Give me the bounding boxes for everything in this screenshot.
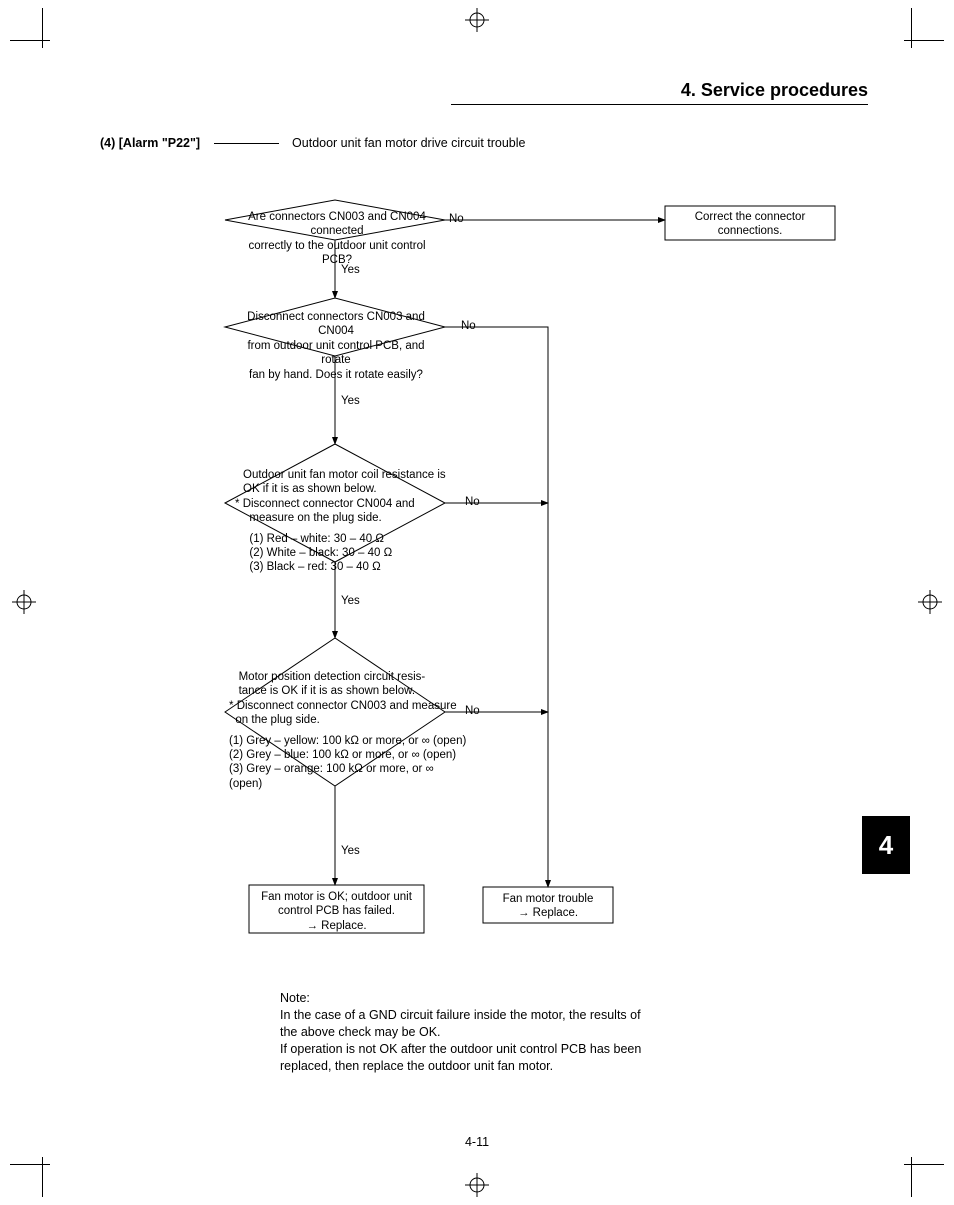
edge-label-yes: Yes: [341, 263, 360, 277]
d4-r: (3) Grey – orange: 100 kΩ or more, or ∞ …: [229, 763, 434, 789]
crop-mark: [911, 1157, 912, 1197]
box-line: connections.: [718, 225, 783, 237]
d4-star: *: [229, 700, 233, 712]
d4-line: Motor position detection circuit resis-: [239, 671, 426, 683]
crop-mark: [10, 40, 50, 41]
note-line: If operation is not OK after the outdoor…: [280, 1042, 641, 1073]
page-number: 4-11: [0, 1135, 954, 1149]
crop-mark: [42, 8, 43, 48]
d4-r: (1) Grey – yellow: 100 kΩ or more, or ∞ …: [229, 735, 466, 747]
edge-label-yes: Yes: [341, 394, 360, 408]
d3-line: measure on the plug side.: [249, 512, 381, 524]
box-correct: Correct the connector connections.: [665, 210, 835, 239]
box-line: Fan motor is OK; outdoor unit: [261, 891, 412, 903]
alarm-divider: [214, 143, 279, 144]
register-mark-icon: [918, 590, 942, 614]
page-tab: 4: [862, 816, 910, 874]
page: 4. Service procedures (4) [Alarm "P22"] …: [0, 0, 954, 1205]
crop-mark: [904, 1164, 944, 1165]
d3-star: *: [235, 498, 239, 510]
box-ok: Fan motor is OK; outdoor unit control PC…: [249, 890, 424, 933]
d4-line: Disconnect connector CN003 and measure: [237, 700, 457, 712]
box-line: Correct the connector: [695, 211, 806, 223]
d2-line: Disconnect connectors CN003 and CN004: [247, 311, 425, 337]
d3-r: (2) White – black: 30 – 40 Ω: [249, 547, 392, 559]
d3-line: Outdoor unit fan motor coil resistance i…: [243, 469, 446, 481]
d4-line: on the plug side.: [235, 714, 319, 726]
edge-label-yes: Yes: [341, 594, 360, 608]
register-mark-icon: [465, 8, 489, 32]
d1-line: correctly to the outdoor unit control PC…: [248, 240, 425, 266]
alarm-desc: Outdoor unit fan motor drive circuit tro…: [292, 136, 525, 150]
crop-mark: [904, 40, 944, 41]
flowchart: Are connectors CN003 and CN004 connected…: [205, 190, 845, 950]
d4-line: tance is OK if it is as shown below.: [239, 685, 415, 697]
d1-line: Are connectors CN003 and CN004 connected: [248, 211, 426, 237]
d3-line: OK if it is as shown below.: [243, 483, 377, 495]
box-trouble: Fan motor trouble → Replace.: [483, 892, 613, 921]
decision-d1: Are connectors CN003 and CN004 connected…: [237, 210, 437, 268]
note-heading: Note:: [280, 991, 310, 1005]
edge-label-no: No: [465, 495, 480, 509]
box-line: → Replace.: [306, 920, 366, 932]
register-mark-icon: [12, 590, 36, 614]
edge-label-no: No: [461, 319, 476, 333]
decision-d3: Outdoor unit fan motor coil resistance i…: [243, 468, 453, 575]
note-line: In the case of a GND circuit failure ins…: [280, 1008, 641, 1039]
crop-mark: [10, 1164, 50, 1165]
decision-d4: Motor position detection circuit resis- …: [229, 670, 469, 791]
crop-mark: [911, 8, 912, 48]
d4-r: (2) Grey – blue: 100 kΩ or more, or ∞ (o…: [229, 749, 456, 761]
edge-label-no: No: [449, 212, 464, 226]
alarm-heading: (4) [Alarm "P22"] Outdoor unit fan motor…: [100, 136, 526, 150]
box-line: Fan motor trouble: [503, 893, 594, 905]
d2-line: fan by hand. Does it rotate easily?: [249, 369, 423, 381]
edge-label-no: No: [465, 704, 480, 718]
d3-r: (1) Red – white: 30 – 40 Ω: [249, 533, 384, 545]
alarm-label: (4) [Alarm "P22"]: [100, 136, 200, 150]
box-line: → Replace.: [518, 907, 578, 919]
decision-d2: Disconnect connectors CN003 and CN004 fr…: [238, 310, 434, 382]
section-title: 4. Service procedures: [451, 80, 868, 105]
edge-label-yes: Yes: [341, 844, 360, 858]
d3-line: Disconnect connector CN004 and: [243, 498, 415, 510]
d3-r: (3) Black – red: 30 – 40 Ω: [249, 561, 380, 573]
crop-mark: [42, 1157, 43, 1197]
register-mark-icon: [465, 1173, 489, 1197]
note-block: Note: In the case of a GND circuit failu…: [280, 990, 660, 1074]
box-line: control PCB has failed.: [278, 905, 395, 917]
d2-line: from outdoor unit control PCB, and rotat…: [247, 340, 424, 366]
